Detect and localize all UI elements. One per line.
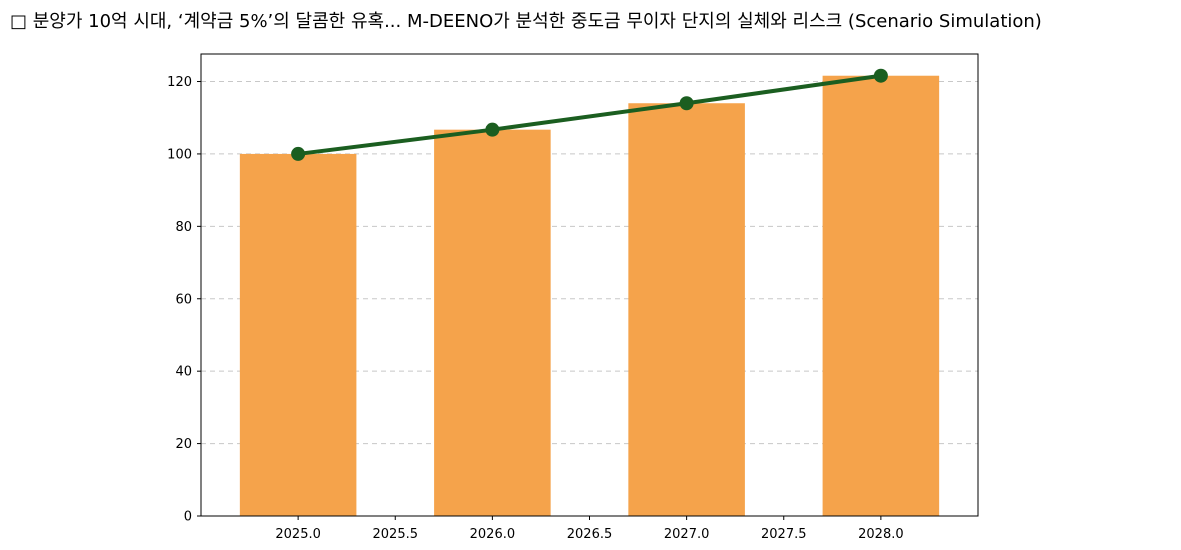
x-tick-label: 2026.5 xyxy=(567,527,613,542)
y-tick-label: 20 xyxy=(175,437,192,452)
line-point xyxy=(679,96,694,111)
bar xyxy=(434,129,551,516)
line-point xyxy=(291,146,306,161)
x-tick-label: 2026.0 xyxy=(470,527,516,542)
x-tick-label: 2028.0 xyxy=(858,527,904,542)
x-axis: 2025.0 2025.5 2026.0 2026.5 2027.0 2027.5 2028… xyxy=(275,516,904,542)
line-point xyxy=(485,122,500,137)
y-tick-label: 40 xyxy=(175,365,192,380)
bar xyxy=(822,75,940,517)
y-tick-label: 80 xyxy=(175,220,192,235)
line-series xyxy=(291,68,888,161)
line-point xyxy=(873,68,888,83)
x-tick-label: 2025.0 xyxy=(275,527,321,542)
y-tick-label: 100 xyxy=(167,147,192,162)
chart-title: □ 분양가 10억 시대, ‘계약금 5%’의 달콤한 유혹... M-DEEN… xyxy=(10,11,1042,32)
y-tick-label: 0 xyxy=(184,510,192,525)
bar-series xyxy=(239,75,940,517)
x-tick-label: 2027.5 xyxy=(761,527,807,542)
y-tick-label: 120 xyxy=(167,75,192,90)
y-tick-label: 60 xyxy=(175,292,192,307)
x-tick-label: 2025.5 xyxy=(373,527,419,542)
bar xyxy=(239,153,357,516)
series-line xyxy=(297,73,882,156)
x-tick-label: 2027.0 xyxy=(664,527,710,542)
y-axis: 0 20 40 60 80 100 120 xyxy=(167,75,201,525)
bar xyxy=(628,103,745,516)
